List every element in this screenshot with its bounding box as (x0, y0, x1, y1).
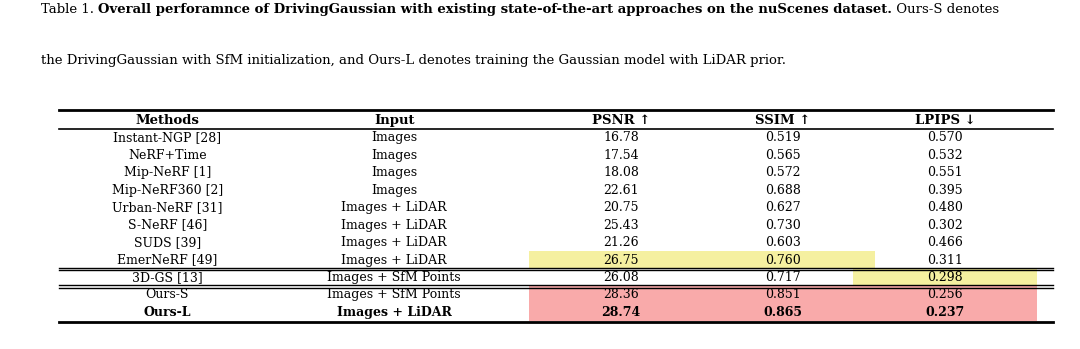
Text: Urban-NeRF [31]: Urban-NeRF [31] (112, 201, 222, 214)
Text: Ours-S: Ours-S (146, 288, 189, 302)
Text: Input: Input (374, 114, 415, 127)
Text: Images + LiDAR: Images + LiDAR (341, 218, 447, 232)
Text: 0.532: 0.532 (928, 149, 962, 162)
Bar (529, 304, 713, 321)
Text: 25.43: 25.43 (604, 218, 638, 232)
Text: 0.717: 0.717 (766, 271, 800, 284)
Text: 21.26: 21.26 (604, 236, 638, 249)
Text: Ours-L: Ours-L (144, 306, 191, 319)
Text: 0.865: 0.865 (764, 306, 802, 319)
Text: 0.570: 0.570 (928, 131, 962, 144)
Text: 0.603: 0.603 (765, 236, 801, 249)
Text: Table 1.: Table 1. (41, 3, 98, 16)
Text: 20.75: 20.75 (604, 201, 638, 214)
Text: Methods: Methods (135, 114, 200, 127)
Text: 0.519: 0.519 (766, 131, 800, 144)
Text: 0.760: 0.760 (765, 253, 801, 267)
Bar (853, 286, 1037, 304)
Text: Ours-S denotes: Ours-S denotes (892, 3, 999, 16)
Text: 0.237: 0.237 (926, 306, 964, 319)
Text: 0.551: 0.551 (928, 166, 962, 179)
Text: 0.256: 0.256 (928, 288, 962, 302)
Text: 16.78: 16.78 (603, 131, 639, 144)
Text: 0.302: 0.302 (927, 218, 963, 232)
Bar (691, 251, 875, 269)
Text: the DrivingGaussian with SfM initialization, and Ours-L denotes training the Gau: the DrivingGaussian with SfM initializat… (41, 54, 786, 67)
Bar (529, 251, 713, 269)
Text: 0.298: 0.298 (928, 271, 962, 284)
Text: 0.565: 0.565 (766, 149, 800, 162)
Text: Images + LiDAR: Images + LiDAR (341, 253, 447, 267)
Bar (691, 286, 875, 304)
Text: Instant-NGP [28]: Instant-NGP [28] (113, 131, 221, 144)
Text: 0.311: 0.311 (927, 253, 963, 267)
Text: 0.627: 0.627 (766, 201, 800, 214)
Text: 0.572: 0.572 (766, 166, 800, 179)
Text: 0.466: 0.466 (927, 236, 963, 249)
Text: Images + SfM Points: Images + SfM Points (327, 271, 461, 284)
Text: 26.75: 26.75 (604, 253, 638, 267)
Bar (529, 286, 713, 304)
Text: 18.08: 18.08 (603, 166, 639, 179)
Text: EmerNeRF [49]: EmerNeRF [49] (118, 253, 217, 267)
Text: 28.36: 28.36 (603, 288, 639, 302)
Text: Images: Images (372, 131, 417, 144)
Text: Mip-NeRF [1]: Mip-NeRF [1] (124, 166, 211, 179)
Text: 28.74: 28.74 (602, 306, 640, 319)
Text: LPIPS ↓: LPIPS ↓ (915, 114, 975, 127)
Text: Images: Images (372, 184, 417, 197)
Text: Images: Images (372, 149, 417, 162)
Text: Images: Images (372, 166, 417, 179)
Text: Images + SfM Points: Images + SfM Points (327, 288, 461, 302)
Text: 22.61: 22.61 (604, 184, 638, 197)
Bar (691, 304, 875, 321)
Text: 0.730: 0.730 (765, 218, 801, 232)
Text: Images + LiDAR: Images + LiDAR (341, 236, 447, 249)
Text: 0.395: 0.395 (928, 184, 962, 197)
Bar (853, 269, 1037, 286)
Text: PSNR ↑: PSNR ↑ (592, 114, 650, 127)
Text: S-NeRF [46]: S-NeRF [46] (127, 218, 207, 232)
Text: Images + LiDAR: Images + LiDAR (341, 201, 447, 214)
Text: SUDS [39]: SUDS [39] (134, 236, 201, 249)
Text: NeRF+Time: NeRF+Time (129, 149, 206, 162)
Text: SSIM ↑: SSIM ↑ (755, 114, 811, 127)
Text: 0.480: 0.480 (927, 201, 963, 214)
Text: 0.688: 0.688 (765, 184, 801, 197)
Text: 26.08: 26.08 (603, 271, 639, 284)
Text: 17.54: 17.54 (604, 149, 638, 162)
Text: 0.851: 0.851 (765, 288, 801, 302)
Text: Mip-NeRF360 [2]: Mip-NeRF360 [2] (111, 184, 224, 197)
Text: 3D-GS [13]: 3D-GS [13] (132, 271, 203, 284)
Text: Overall perforamnce of DrivingGaussian with existing state-of-the-art approaches: Overall perforamnce of DrivingGaussian w… (98, 3, 892, 16)
Bar (853, 304, 1037, 321)
Text: Images + LiDAR: Images + LiDAR (337, 306, 451, 319)
